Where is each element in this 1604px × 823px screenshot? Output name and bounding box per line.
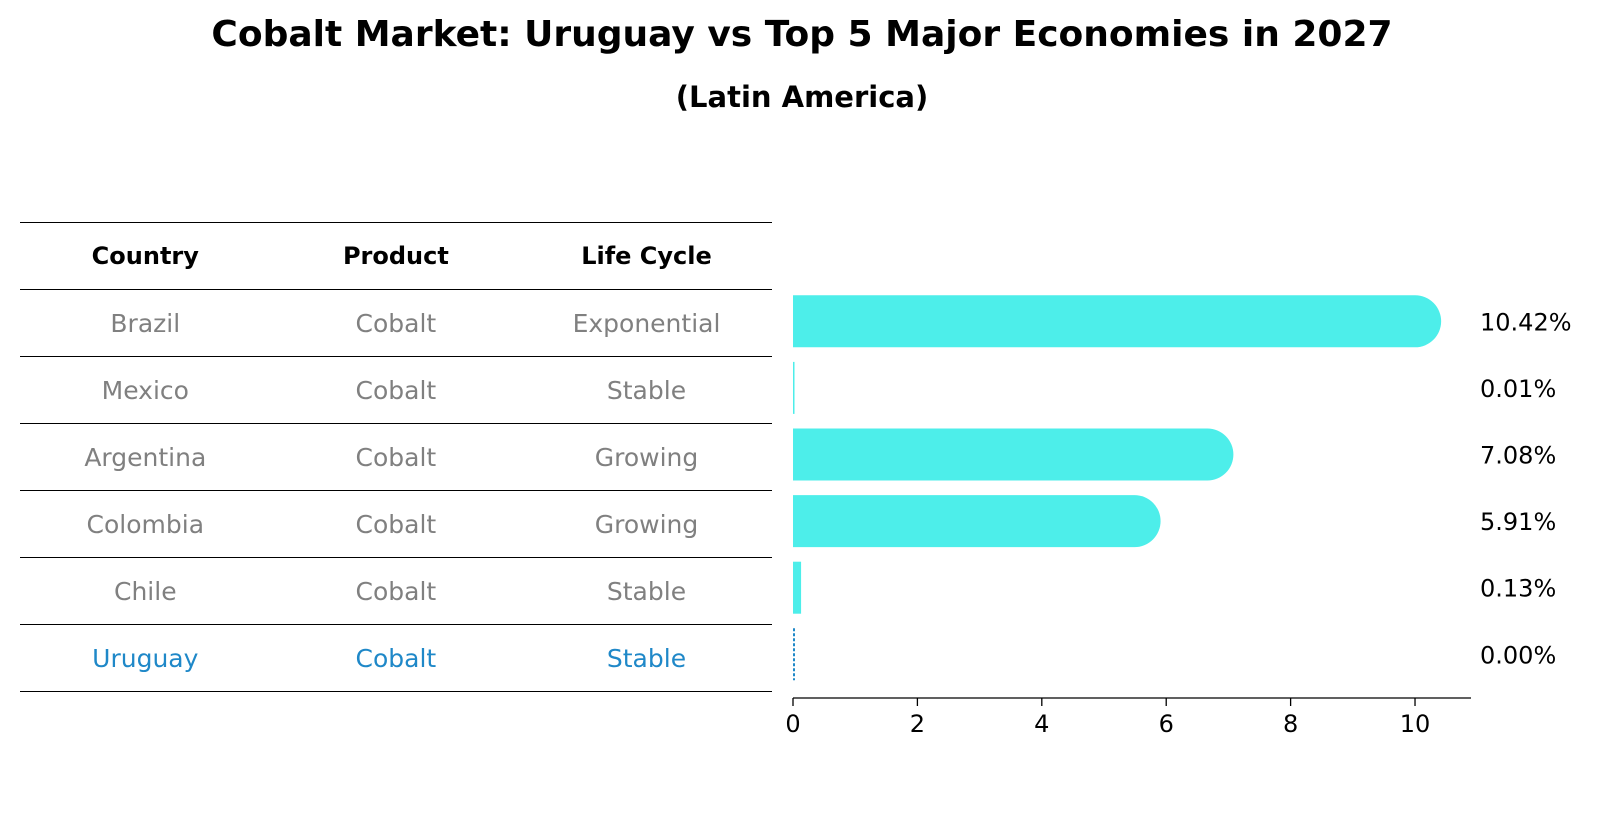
- x-tick-label: 0: [785, 710, 800, 738]
- value-label: 5.91%: [1480, 508, 1556, 536]
- chart-title: Cobalt Market: Uruguay vs Top 5 Major Ec…: [211, 14, 1393, 55]
- value-label: 7.08%: [1480, 442, 1556, 470]
- country-cell: Chile: [114, 576, 177, 606]
- life-cycle-cell: Exponential: [572, 308, 721, 338]
- product-cell: Cobalt: [355, 576, 437, 606]
- table-row: Chile Cobalt Stable: [20, 558, 772, 625]
- bar-argentina: [793, 428, 1234, 481]
- country-cell: Uruguay: [92, 643, 199, 673]
- table-row: Argentina Cobalt Growing: [20, 424, 772, 491]
- country-cell: Brazil: [110, 308, 181, 338]
- bar-chile: [793, 561, 802, 614]
- header-product: Product: [342, 242, 449, 270]
- product-cell: Cobalt: [355, 375, 437, 405]
- table-header-row: Country Product Life Cycle: [20, 222, 772, 290]
- data-table: Country Product Life Cycle Brazil Cobalt…: [20, 222, 772, 692]
- life-cycle-cell: Stable: [606, 643, 687, 673]
- life-cycle-cell: Growing: [594, 509, 699, 539]
- chart-subtitle: (Latin America): [675, 80, 929, 114]
- table-row: Colombia Cobalt Growing: [20, 491, 772, 558]
- value-label: 10.42%: [1480, 308, 1572, 336]
- table-row: Brazil Cobalt Exponential: [20, 290, 772, 357]
- product-cell: Cobalt: [355, 442, 437, 472]
- life-cycle-cell: Growing: [594, 442, 699, 472]
- x-tick-label: 2: [910, 710, 925, 738]
- life-cycle-cell: Stable: [606, 375, 687, 405]
- bar-mexico: [793, 361, 795, 414]
- country-cell: Colombia: [86, 509, 205, 539]
- value-label: 0.00%: [1480, 641, 1556, 669]
- x-tick-label: 8: [1283, 710, 1298, 738]
- x-tick-label: 4: [1034, 710, 1049, 738]
- x-tick-label: 10: [1400, 710, 1431, 738]
- country-cell: Mexico: [101, 375, 189, 405]
- country-cell: Argentina: [84, 442, 207, 472]
- product-cell: Cobalt: [355, 308, 437, 338]
- table-row: Mexico Cobalt Stable: [20, 357, 772, 424]
- bar-brazil: [793, 295, 1442, 348]
- header-life-cycle: Life Cycle: [581, 242, 712, 270]
- value-label: 0.01%: [1480, 375, 1556, 403]
- header-country: Country: [91, 242, 199, 270]
- x-tick-label: 6: [1159, 710, 1174, 738]
- bar-colombia: [793, 495, 1161, 548]
- table-row-highlight: Uruguay Cobalt Stable: [20, 625, 772, 692]
- life-cycle-cell: Stable: [606, 576, 687, 606]
- product-cell: Cobalt: [355, 643, 437, 673]
- value-label: 0.13%: [1480, 575, 1556, 603]
- product-cell: Cobalt: [355, 509, 437, 539]
